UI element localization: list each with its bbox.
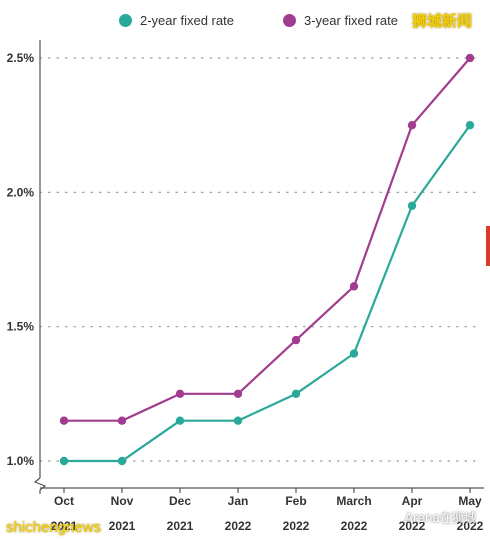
data-point-2-year — [175, 416, 185, 425]
data-point-3-year — [117, 416, 127, 425]
x-tick-label-year: 2021 — [167, 519, 194, 533]
x-tick-label-month: Apr — [402, 494, 423, 508]
y-axis-break — [33, 477, 47, 494]
data-point-3-year — [349, 282, 359, 291]
data-point-3-year — [407, 120, 417, 130]
series-line-2-year — [64, 124, 471, 463]
data-point-3-year — [291, 335, 301, 345]
x-tick-label-month: Feb — [285, 494, 306, 508]
x-tick-label-year: 2022 — [341, 519, 368, 533]
data-point-2-year — [291, 389, 301, 399]
x-tick-label-year: 2021 — [51, 519, 78, 533]
y-tick-label: 2.0% — [7, 185, 35, 199]
legend-label-3-year: 3-year fixed rate — [304, 13, 398, 28]
watermark-top-right: 狮城新闻 — [411, 12, 472, 30]
data-point-3-year — [59, 416, 69, 425]
x-tick-label-month: Jan — [228, 494, 249, 508]
y-tick-label: 1.0% — [7, 454, 35, 468]
x-tick-label-year: 2022 — [225, 519, 252, 533]
legend-label-2-year: 2-year fixed rate — [140, 13, 234, 28]
y-tick-label: 2.5% — [7, 51, 35, 65]
data-point-2-year — [117, 456, 127, 466]
x-tick-label-month: Nov — [111, 494, 134, 508]
series-line-3-year — [64, 57, 471, 422]
data-point-2-year — [465, 120, 475, 130]
y-tick-label: 1.5% — [7, 320, 35, 334]
watermark-bottom-right: Arena在狮城 — [404, 511, 476, 525]
x-tick-label-month: March — [336, 494, 371, 508]
x-tick-label-year: 2021 — [109, 519, 136, 533]
x-tick-label-month: Oct — [54, 494, 74, 508]
legend-marker-3-year — [283, 14, 296, 27]
x-tick-label-year: 2022 — [399, 519, 426, 533]
data-point-2-year — [233, 416, 243, 425]
legend-item-2-year: 2-year fixed rate — [119, 13, 234, 28]
x-tick-label-year: 2022 — [283, 519, 310, 533]
data-point-3-year — [233, 389, 243, 399]
data-point-3-year — [175, 389, 185, 399]
legend-marker-2-year — [119, 14, 132, 27]
watermark-bottom-left: shichengnews — [6, 519, 102, 536]
data-point-3-year — [465, 53, 475, 63]
x-tick-label-month: Dec — [169, 494, 191, 508]
x-tick-label-year: 2022 — [457, 519, 484, 533]
legend-item-3-year: 3-year fixed rate — [283, 13, 398, 28]
data-point-2-year — [349, 349, 359, 358]
x-tick-label-month: May — [458, 494, 482, 508]
edge-marker — [486, 226, 490, 266]
data-point-2-year — [407, 201, 417, 210]
data-point-2-year — [59, 456, 69, 466]
